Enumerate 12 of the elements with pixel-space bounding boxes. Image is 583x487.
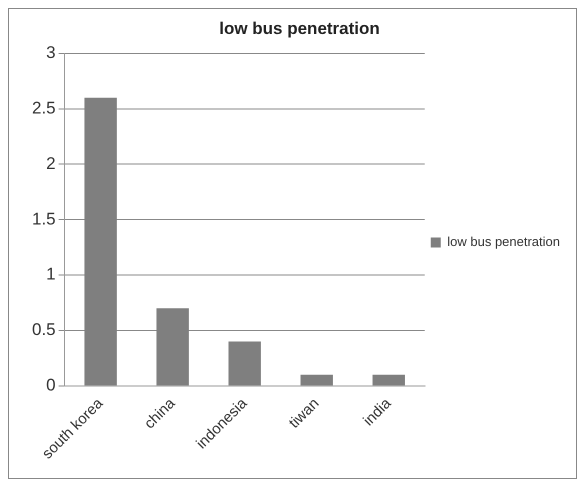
- y-tick-label: 0.5: [32, 320, 56, 340]
- y-tick-label: 3: [46, 43, 56, 62]
- bar: [300, 374, 333, 386]
- y-tick-label: 0: [46, 376, 56, 395]
- chart-title: low bus penetration: [219, 18, 380, 38]
- y-tick-label: 1.5: [32, 209, 56, 228]
- y-tick-label: 1: [46, 264, 56, 284]
- y-tick-label: 2.5: [32, 98, 56, 118]
- bar: [228, 342, 261, 386]
- y-tick-label: 2: [46, 154, 56, 173]
- legend-label: low bus penetration: [447, 234, 560, 250]
- bar: [372, 374, 405, 386]
